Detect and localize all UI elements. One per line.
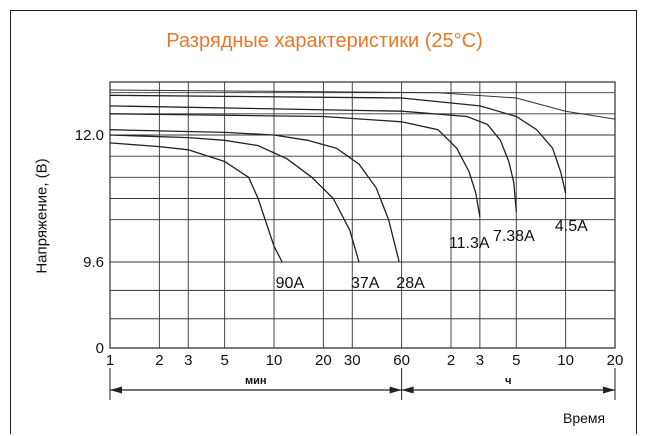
series-11.3A-line — [109, 113, 481, 218]
range-label: мин — [245, 375, 267, 387]
range-arrow-head — [110, 386, 122, 394]
grid — [109, 81, 616, 349]
series-90A-line — [109, 142, 283, 263]
x-tick-label: 2 — [447, 352, 455, 369]
x-tick-label: 20 — [607, 352, 624, 369]
x-tick-label: 2 — [155, 352, 163, 369]
series-4.5A-line — [109, 94, 567, 194]
x-tick-label: 3 — [476, 352, 484, 369]
series-label: 37A — [351, 275, 380, 292]
top-curve — [109, 89, 616, 120]
tick-labels: 1 2 3 5 10 20 30 60 2 3 5 10 20 0 9.6 12.0 — [75, 127, 624, 369]
series-label: 11.3A — [449, 235, 490, 252]
series-label: 90A — [276, 275, 305, 292]
chart-title: Разрядные характеристики (25°C) — [166, 30, 483, 52]
x-tick-label: 10 — [557, 352, 574, 369]
x-tick-label: 60 — [393, 352, 410, 369]
range-arrow-head — [389, 386, 402, 394]
x-tick-label: 30 — [344, 352, 361, 369]
x-tick-label: 5 — [220, 352, 228, 369]
range-arrow-head — [603, 386, 615, 394]
series-label: 7.38A — [493, 228, 535, 245]
x-tick-label: 3 — [184, 352, 192, 369]
series-37A-line — [109, 134, 360, 263]
range-arrows: мин ч — [109, 368, 616, 400]
series-7.38A-line — [109, 105, 517, 212]
series-28A-line — [109, 129, 400, 263]
x-tick-label: 5 — [512, 352, 520, 369]
range-arrow-head — [401, 386, 414, 394]
y-tick-label: 9.6 — [83, 254, 104, 271]
x-tick-label: 1 — [106, 352, 114, 369]
x-tick-label: 10 — [266, 352, 283, 369]
x-tick-label: 20 — [315, 352, 332, 369]
series-label: 28A — [396, 275, 425, 292]
series-label: 4.5A — [555, 218, 588, 235]
series-group: 90A 37A 28A 11.3A 7.38A 4.5A — [109, 89, 616, 292]
range-label: ч — [505, 375, 511, 387]
plot-border — [109, 81, 616, 349]
chart-frame — [10, 10, 637, 434]
y-tick-label: 12.0 — [75, 127, 104, 144]
x-axis-label: Время — [563, 410, 606, 426]
y-tick-label: 0 — [96, 340, 104, 357]
